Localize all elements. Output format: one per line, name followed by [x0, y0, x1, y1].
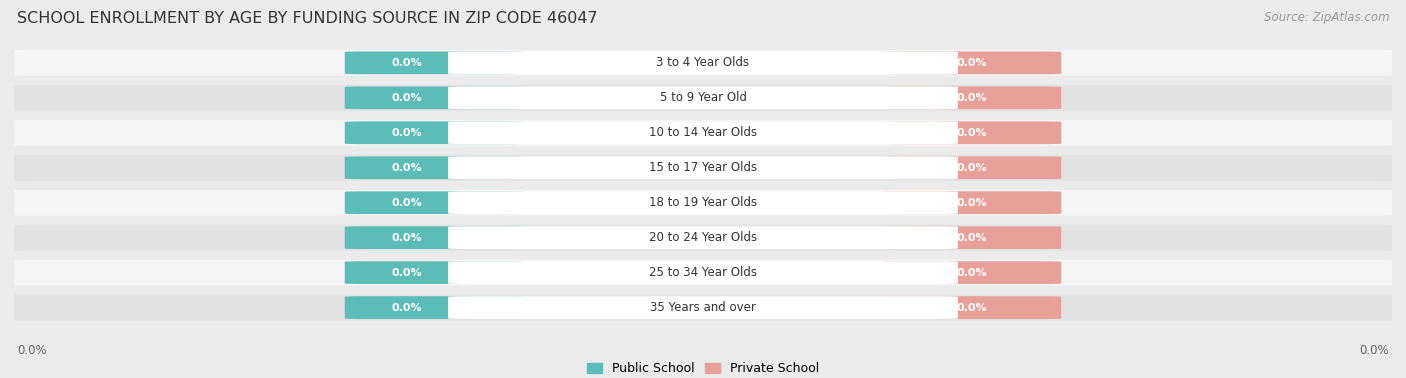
FancyBboxPatch shape — [882, 296, 1062, 319]
Text: SCHOOL ENROLLMENT BY AGE BY FUNDING SOURCE IN ZIP CODE 46047: SCHOOL ENROLLMENT BY AGE BY FUNDING SOUR… — [17, 11, 598, 26]
Text: 0.0%: 0.0% — [391, 58, 422, 68]
FancyBboxPatch shape — [449, 87, 957, 109]
FancyBboxPatch shape — [449, 121, 957, 144]
FancyBboxPatch shape — [449, 191, 957, 214]
Text: Source: ZipAtlas.com: Source: ZipAtlas.com — [1264, 11, 1389, 24]
FancyBboxPatch shape — [344, 121, 524, 144]
Text: 0.0%: 0.0% — [391, 268, 422, 277]
FancyBboxPatch shape — [449, 51, 957, 74]
FancyBboxPatch shape — [882, 226, 1062, 249]
Text: 3 to 4 Year Olds: 3 to 4 Year Olds — [657, 56, 749, 69]
FancyBboxPatch shape — [449, 261, 957, 284]
Text: 20 to 24 Year Olds: 20 to 24 Year Olds — [650, 231, 756, 244]
FancyBboxPatch shape — [14, 295, 1392, 321]
Text: 0.0%: 0.0% — [956, 93, 987, 103]
FancyBboxPatch shape — [344, 87, 524, 109]
FancyBboxPatch shape — [14, 190, 1392, 215]
FancyBboxPatch shape — [882, 121, 1062, 144]
FancyBboxPatch shape — [14, 120, 1392, 146]
Text: 0.0%: 0.0% — [17, 344, 46, 357]
FancyBboxPatch shape — [882, 156, 1062, 179]
Text: 0.0%: 0.0% — [956, 58, 987, 68]
Text: 0.0%: 0.0% — [391, 233, 422, 243]
FancyBboxPatch shape — [449, 156, 957, 179]
Text: 0.0%: 0.0% — [391, 163, 422, 173]
Text: 5 to 9 Year Old: 5 to 9 Year Old — [659, 91, 747, 104]
Text: 0.0%: 0.0% — [956, 198, 987, 208]
Text: 18 to 19 Year Olds: 18 to 19 Year Olds — [650, 196, 756, 209]
FancyBboxPatch shape — [882, 191, 1062, 214]
Text: 35 Years and over: 35 Years and over — [650, 301, 756, 314]
Text: 0.0%: 0.0% — [391, 303, 422, 313]
FancyBboxPatch shape — [344, 156, 524, 179]
FancyBboxPatch shape — [344, 226, 524, 249]
Text: 0.0%: 0.0% — [391, 93, 422, 103]
Text: 0.0%: 0.0% — [956, 303, 987, 313]
Text: 0.0%: 0.0% — [956, 163, 987, 173]
FancyBboxPatch shape — [882, 51, 1062, 74]
FancyBboxPatch shape — [14, 260, 1392, 285]
FancyBboxPatch shape — [344, 191, 524, 214]
FancyBboxPatch shape — [14, 155, 1392, 181]
FancyBboxPatch shape — [449, 296, 957, 319]
FancyBboxPatch shape — [344, 296, 524, 319]
Text: 0.0%: 0.0% — [956, 268, 987, 277]
FancyBboxPatch shape — [14, 85, 1392, 111]
FancyBboxPatch shape — [882, 261, 1062, 284]
Text: 0.0%: 0.0% — [391, 128, 422, 138]
Text: 0.0%: 0.0% — [956, 128, 987, 138]
Text: 0.0%: 0.0% — [1360, 344, 1389, 357]
Text: 10 to 14 Year Olds: 10 to 14 Year Olds — [650, 126, 756, 139]
Text: 25 to 34 Year Olds: 25 to 34 Year Olds — [650, 266, 756, 279]
Text: 0.0%: 0.0% — [956, 233, 987, 243]
Text: 0.0%: 0.0% — [391, 198, 422, 208]
FancyBboxPatch shape — [344, 51, 524, 74]
FancyBboxPatch shape — [14, 225, 1392, 251]
Legend: Public School, Private School: Public School, Private School — [582, 357, 824, 378]
Text: 15 to 17 Year Olds: 15 to 17 Year Olds — [650, 161, 756, 174]
FancyBboxPatch shape — [449, 226, 957, 249]
FancyBboxPatch shape — [14, 50, 1392, 76]
FancyBboxPatch shape — [344, 261, 524, 284]
FancyBboxPatch shape — [882, 87, 1062, 109]
